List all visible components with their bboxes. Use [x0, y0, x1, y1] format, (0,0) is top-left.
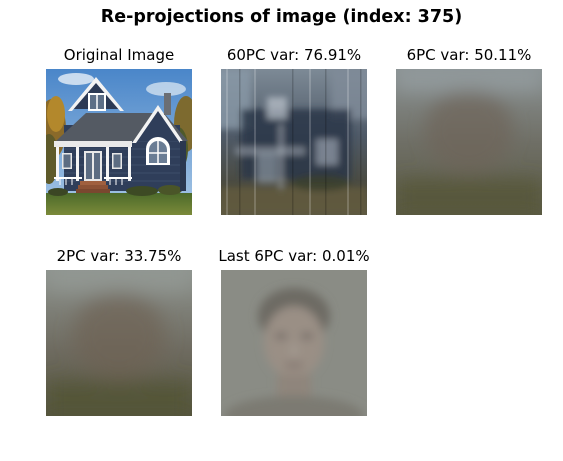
panel-title: Original Image	[63, 46, 175, 64]
reprojection-2pc-image	[46, 270, 192, 416]
panel-6pc-reprojection: 6PC var: 50.11%	[396, 46, 542, 215]
reprojection-6pc-image	[396, 69, 542, 215]
panel-title: Last 6PC var: 0.01%	[218, 247, 370, 265]
house-photo-image	[46, 69, 192, 215]
reprojection-last-6pc-image	[221, 270, 367, 416]
reprojection-60pc-image	[221, 69, 367, 215]
panel-last-6pc-reprojection: Last 6PC var: 0.01%	[218, 247, 370, 416]
panel-title: 60PC var: 76.91%	[226, 46, 362, 64]
panel-2pc-reprojection: 2PC var: 33.75%	[46, 247, 192, 416]
panel-60pc-reprojection: 60PC var: 76.91%	[221, 46, 367, 215]
panel-title: 2PC var: 33.75%	[56, 247, 182, 265]
panel-original-image: Original Image	[46, 46, 192, 215]
figure-title: Re-projections of image (index: 375)	[100, 7, 463, 27]
panel-title: 6PC var: 50.11%	[406, 46, 532, 64]
